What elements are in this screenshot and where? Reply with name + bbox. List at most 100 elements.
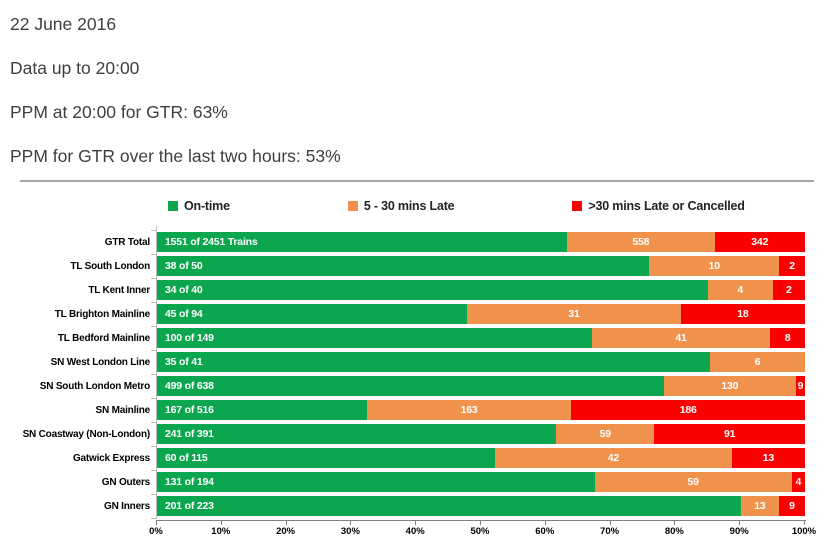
legend-swatch-red-icon (572, 201, 583, 211)
value-axis-tick (220, 521, 222, 525)
bar-segment-late: 4 (707, 280, 773, 300)
bar-segment-cancelled: 342 (714, 232, 805, 252)
value-axis-tick-label: 50% (470, 526, 490, 537)
bar-track: 241 of 391 59 91 (157, 424, 805, 444)
category-label: SN Coastway (Non-London) (22, 428, 151, 440)
value-axis-tick (609, 521, 611, 525)
bar-segment-ontime: 499 of 638 (157, 376, 664, 396)
bar-segment-ontime: 45 of 94 (157, 304, 468, 324)
category-tick (151, 470, 157, 471)
chart-row: TL South London 38 of 50 10 2 (0, 254, 830, 278)
value-axis-tick (285, 521, 287, 525)
category-tick (151, 494, 157, 495)
bar-segment-late: 10 (649, 256, 780, 276)
value-axis-tick (674, 521, 676, 525)
chart-row: TL Bedford Mainline 100 of 149 41 8 (0, 326, 830, 350)
bar-segment-late: 130 (663, 376, 796, 396)
category-tick (151, 278, 157, 279)
category-tick (151, 302, 157, 303)
chart-row: SN Coastway (Non-London) 241 of 391 59 9… (0, 422, 830, 446)
value-axis-tick (739, 521, 741, 525)
bar-track: 35 of 41 6 (157, 352, 805, 372)
bar-segment-cancelled: 186 (571, 400, 805, 420)
value-axis-tick-label: 20% (276, 526, 296, 537)
bar-track: 45 of 94 31 18 (157, 304, 805, 324)
legend-label-cancelled: >30 mins Late or Cancelled (588, 199, 745, 213)
bar-segment-ontime: 60 of 115 (157, 448, 496, 468)
category-label: TL Kent Inner (88, 284, 150, 296)
bar-track: 201 of 223 13 9 (157, 496, 805, 516)
bar-segment-late: 13 (741, 496, 779, 516)
report-data-up-to: Data up to 20:00 (10, 58, 140, 78)
value-axis-tick-label: 0% (149, 526, 163, 537)
bar-segment-cancelled: 18 (680, 304, 805, 324)
bar-segment-ontime: 201 of 223 (157, 496, 742, 516)
bar-segment-late: 6 (710, 352, 805, 372)
legend-label-ontime: On-time (184, 199, 230, 213)
bar-segment-cancelled: 91 (654, 424, 805, 444)
value-axis: 0% 10% 20% 30% 40% 50% 60% 70% 80% 90% 100% (149, 520, 816, 538)
legend-item-cancelled: >30 mins Late or Cancelled (572, 199, 745, 213)
ppm-stacked-bar-chart: On-time 5 - 30 mins Late >30 mins Late o… (0, 182, 830, 538)
value-axis-tick (803, 521, 805, 525)
category-tick (151, 518, 157, 519)
category-tick (151, 398, 157, 399)
chart-row: Gatwick Express 60 of 115 42 13 (0, 446, 830, 470)
value-axis-tick (350, 521, 352, 525)
category-label: TL Brighton Mainline (54, 308, 150, 320)
chart-rows: GTR Total 1551 of 2451 Trains 558 342 TL… (0, 226, 830, 519)
report-header: 22 June 2016 Data up to 20:00 PPM at 20:… (0, 0, 830, 180)
category-label: SN South London Metro (39, 380, 150, 392)
bar-segment-late: 41 (591, 328, 771, 348)
bar-track: 60 of 115 42 13 (157, 448, 805, 468)
bar-segment-ontime: 241 of 391 (157, 424, 557, 444)
bar-segment-late: 59 (556, 424, 655, 444)
bar-segment-late: 42 (495, 448, 732, 468)
bar-segment-ontime: 34 of 40 (157, 280, 708, 300)
bar-segment-cancelled: 2 (772, 280, 805, 300)
category-tick (151, 422, 157, 423)
chart-row: GN Outers 131 of 194 59 4 (0, 470, 830, 494)
bar-track: 38 of 50 10 2 (157, 256, 805, 276)
chart-top-border (20, 180, 814, 182)
bar-track: 499 of 638 130 9 (157, 376, 805, 396)
value-axis-tick (479, 521, 481, 525)
chart-legend: On-time 5 - 30 mins Late >30 mins Late o… (0, 182, 830, 230)
category-tick (151, 374, 157, 375)
bar-track: 167 of 516 163 186 (157, 400, 805, 420)
category-tick (151, 350, 157, 351)
value-axis-tick-label: 40% (405, 526, 425, 537)
category-label: TL South London (70, 260, 150, 272)
value-axis-tick-label: 30% (340, 526, 360, 537)
bar-segment-ontime: 38 of 50 (157, 256, 650, 276)
value-axis-tick (156, 521, 157, 525)
chart-row: SN West London Line 35 of 41 6 (0, 350, 830, 374)
category-label: Gatwick Express (72, 452, 150, 464)
report-ppm-current: PPM at 20:00 for GTR: 63% (10, 102, 228, 122)
value-axis-tick-label: 100% (791, 526, 817, 537)
bar-segment-late: 59 (594, 472, 792, 492)
legend-item-ontime: On-time (168, 199, 230, 213)
category-axis-line (156, 226, 157, 518)
chart-row: GTR Total 1551 of 2451 Trains 558 342 (0, 230, 830, 254)
legend-item-late: 5 - 30 mins Late (347, 199, 455, 213)
value-axis-tick-label: 10% (211, 526, 231, 537)
bar-segment-ontime: 167 of 516 (157, 400, 367, 420)
bar-segment-ontime: 1551 of 2451 Trains (157, 232, 568, 252)
category-label: GN Inners (104, 500, 150, 512)
value-axis-tick-label: 90% (729, 526, 749, 537)
value-axis-tick (544, 521, 546, 525)
bar-segment-late: 163 (366, 400, 572, 420)
category-label: TL Bedford Mainline (57, 332, 150, 344)
category-tick (151, 326, 157, 327)
category-label: GTR Total (104, 236, 150, 248)
chart-row: SN Mainline 167 of 516 163 186 (0, 398, 830, 422)
category-tick (151, 446, 157, 447)
value-axis-tick-label: 60% (535, 526, 555, 537)
legend-swatch-orange-icon (347, 201, 358, 211)
bar-segment-cancelled: 4 (791, 472, 805, 492)
bar-segment-late: 31 (467, 304, 681, 324)
value-axis-tick (415, 521, 417, 525)
value-axis-tick-label: 80% (664, 526, 684, 537)
